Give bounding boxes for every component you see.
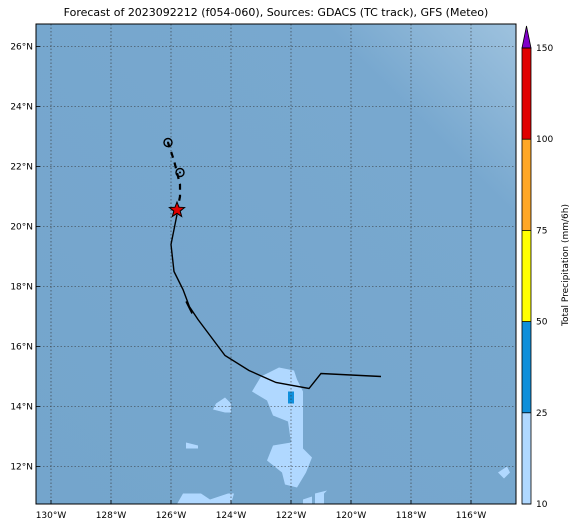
colorbar: 10 25 50 75 100 150 Total Precipitation (mm/6h… <box>521 25 571 510</box>
lon-tick-label: 122°W <box>276 511 307 521</box>
lat-tick-label: 24°N <box>10 103 33 113</box>
colorbar-tick-label: 10 <box>536 500 548 510</box>
lat-tick-label: 22°N <box>10 163 33 173</box>
precip-area-5 <box>315 490 327 504</box>
lat-tick-label: 26°N <box>10 43 33 53</box>
precip-area-6 <box>498 466 510 479</box>
colorbar-segment <box>522 412 531 504</box>
lat-tick-label: 14°N <box>10 403 33 413</box>
colorbar-tick-label: 75 <box>536 226 547 236</box>
precip-area-3 <box>177 493 234 504</box>
precip-area-2 <box>186 442 198 449</box>
current-position-star <box>168 200 186 218</box>
lon-tick-label: 118°W <box>396 511 427 521</box>
lon-tick-label: 126°W <box>156 511 187 521</box>
forecast-track-line <box>166 142 182 212</box>
past-track-line <box>170 214 382 390</box>
map-frame <box>35 23 517 505</box>
map-axes: 12°N 14°N 16°N 18°N 20°N 22°N 24°N 26°N 130°W 128… <box>10 43 486 522</box>
forecast-position-marker <box>163 137 173 148</box>
lon-tick-label: 130°W <box>36 511 67 521</box>
forecast-position-marker <box>175 167 185 178</box>
precip-area-7 <box>288 391 294 404</box>
lon-tick-label: 120°W <box>336 511 367 521</box>
map-title: Forecast of 2023092212 (f054-060), Sourc… <box>63 6 489 19</box>
colorbar-label: Total Precipitation (mm/6h) <box>561 204 571 327</box>
colorbar-segment <box>522 48 531 140</box>
colorbar-segment <box>522 321 531 413</box>
colorbar-tick-label: 25 <box>536 409 547 419</box>
lon-tick-label: 128°W <box>96 511 127 521</box>
lon-tick-label: 124°W <box>216 511 247 521</box>
colorbar-extension <box>521 25 532 49</box>
lat-tick-label: 20°N <box>10 223 33 233</box>
colorbar-segment <box>522 230 531 322</box>
colorbar-tick-label: 100 <box>536 135 553 145</box>
lat-tick-label: 16°N <box>10 343 33 353</box>
forecast-position-dot <box>167 141 169 144</box>
colorbar-segment <box>522 139 531 231</box>
graticule <box>36 24 516 504</box>
cyclone-track <box>163 137 382 390</box>
precip-area-0 <box>252 367 312 488</box>
precipitation-layer <box>177 367 510 504</box>
colorbar-tick-label: 150 <box>536 44 553 54</box>
precip-area-1 <box>213 397 231 413</box>
lat-tick-label: 18°N <box>10 283 33 293</box>
ocean-background <box>36 24 516 504</box>
lat-tick-label: 12°N <box>10 463 33 473</box>
forecast-position-dot <box>179 171 181 174</box>
lon-tick-label: 116°W <box>456 511 487 521</box>
colorbar-tick-label: 50 <box>536 318 548 328</box>
precip-area-4 <box>303 496 312 504</box>
